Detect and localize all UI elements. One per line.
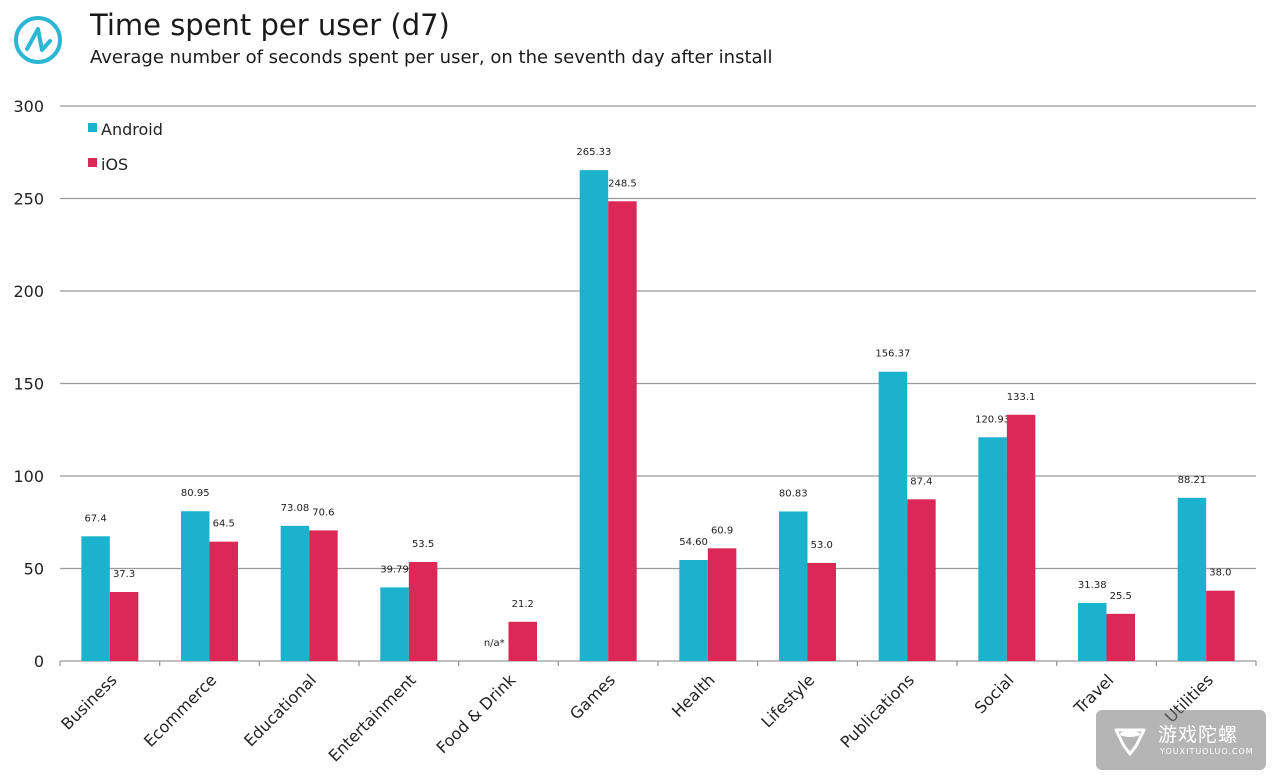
data-label: 53.5	[412, 539, 434, 550]
bar-android	[978, 437, 1007, 661]
data-label: 39.79	[380, 564, 409, 575]
bar-android	[380, 587, 409, 661]
y-tick-label: 150	[13, 375, 44, 394]
watermark: 游戏陀螺 YOUXITUOLUO.COM	[1096, 710, 1266, 770]
y-tick-label: 250	[13, 190, 44, 209]
data-label: 133.1	[1007, 392, 1036, 403]
data-label: 53.0	[811, 540, 833, 551]
data-label: 60.9	[711, 525, 733, 536]
data-label: 31.38	[1078, 580, 1107, 591]
bar-ios	[109, 591, 139, 661]
gyroscope-logo-icon	[1114, 728, 1146, 756]
x-tick-label: Social	[971, 670, 1018, 717]
chart-title: Time spent per user (d7)	[90, 8, 450, 42]
data-label: 120.93	[975, 414, 1010, 425]
legend-swatch-ios	[88, 158, 97, 167]
y-tick-label: 300	[13, 97, 44, 116]
y-tick-label: 0	[34, 652, 44, 671]
legend-label-ios: iOS	[101, 155, 128, 174]
bar-android	[579, 170, 609, 661]
data-label: 87.4	[910, 476, 932, 487]
legend-label-android: Android	[101, 120, 163, 139]
x-tick-label: Food & Drink	[433, 670, 520, 757]
data-label: 156.37	[875, 349, 910, 360]
bar-android	[181, 511, 210, 661]
y-tick-label: 200	[13, 282, 44, 301]
bar-ios	[608, 201, 637, 661]
bar-android	[1177, 497, 1207, 661]
bar-ios	[408, 562, 438, 661]
x-tick-label: Educational	[240, 670, 320, 750]
bar-ios	[309, 530, 338, 661]
data-label: 80.95	[181, 488, 210, 499]
x-tick-label: Entertainment	[325, 670, 420, 765]
bar-android	[679, 559, 708, 661]
bar-ios	[1106, 613, 1135, 661]
x-tick-label: Business	[57, 670, 120, 733]
data-label: 64.5	[213, 519, 235, 530]
bar-ios	[508, 621, 537, 661]
y-tick-label: 50	[24, 560, 44, 579]
data-label: 37.3	[113, 569, 135, 580]
data-label: 265.33	[576, 147, 611, 158]
data-label: 248.5	[608, 178, 637, 189]
data-label: 88.21	[1178, 475, 1207, 486]
data-label: 67.4	[84, 513, 106, 524]
legend-swatch-android	[88, 123, 97, 132]
x-tick-label: Health	[668, 670, 719, 721]
bar-ios	[1206, 590, 1235, 661]
data-label: 73.08	[281, 503, 310, 514]
data-label: n/a*	[484, 638, 505, 649]
chart-subtitle: Average number of seconds spent per user…	[90, 47, 773, 68]
bar-android	[878, 371, 908, 661]
data-label: 80.83	[779, 488, 808, 499]
watermark-subtext: YOUXITUOLUO.COM	[1160, 747, 1254, 756]
x-tick-label: Ecommerce	[140, 670, 220, 750]
bar-android	[779, 511, 808, 661]
data-label: 70.6	[312, 507, 334, 518]
x-tick-label: Games	[566, 670, 619, 723]
data-label: 54.60	[679, 537, 708, 548]
x-tick-label: Lifestyle	[757, 670, 818, 731]
data-label: 25.5	[1110, 591, 1132, 602]
data-label: 21.2	[512, 599, 534, 610]
bar-android	[81, 536, 110, 661]
bar-ios	[707, 548, 737, 661]
y-tick-label: 100	[13, 467, 44, 486]
bar-ios	[807, 562, 836, 661]
chart-header: Time spent per user (d7) Average number …	[0, 0, 1280, 80]
x-tick-label: Publications	[837, 670, 918, 751]
bar-android	[280, 525, 310, 661]
brand-logo-icon	[14, 16, 62, 64]
bar-ios	[1006, 414, 1036, 661]
data-label: 38.0	[1209, 568, 1231, 579]
bar-ios	[209, 541, 238, 661]
bar-ios	[907, 499, 936, 661]
bar-android	[1078, 602, 1107, 661]
watermark-text: 游戏陀螺	[1158, 724, 1239, 746]
